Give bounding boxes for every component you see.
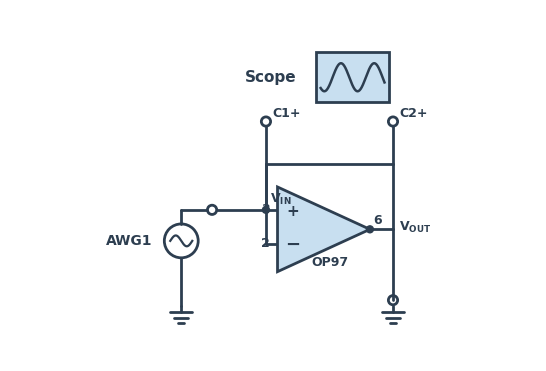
Text: 3: 3 <box>261 203 270 216</box>
Text: Scope: Scope <box>245 70 297 85</box>
Text: 2: 2 <box>261 237 270 250</box>
Text: OP97: OP97 <box>311 256 348 269</box>
Text: C1+: C1+ <box>272 107 301 120</box>
FancyBboxPatch shape <box>316 52 389 102</box>
Circle shape <box>263 206 269 213</box>
Text: 6: 6 <box>373 214 382 227</box>
Text: −: − <box>286 236 300 253</box>
Text: $\mathbf{V_{OUT}}$: $\mathbf{V_{OUT}}$ <box>399 220 431 235</box>
Text: AWG1: AWG1 <box>105 234 152 248</box>
Text: $\mathbf{V_{IN}}$: $\mathbf{V_{IN}}$ <box>270 191 292 207</box>
Polygon shape <box>277 187 370 272</box>
Text: +: + <box>287 204 299 219</box>
Text: C2+: C2+ <box>399 107 428 120</box>
Circle shape <box>366 226 373 233</box>
